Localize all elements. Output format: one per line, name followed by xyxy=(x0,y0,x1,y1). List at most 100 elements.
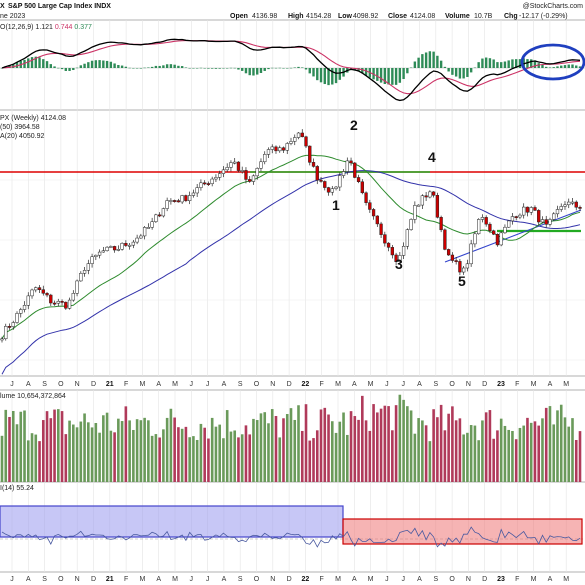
volume-bar xyxy=(315,430,319,482)
x-tick-label: J xyxy=(385,381,389,388)
macd-hist-bar xyxy=(244,68,248,74)
macd-hist-bar xyxy=(334,68,338,84)
candle-body xyxy=(67,299,72,309)
macd-hist-bar xyxy=(147,67,150,68)
macd-hist-bar xyxy=(143,67,146,69)
volume-bar xyxy=(556,410,559,482)
macd-hist-bar xyxy=(319,68,323,83)
high-label: High xyxy=(288,13,304,20)
candle-body xyxy=(371,209,376,217)
volume-bar xyxy=(443,430,447,482)
volume-bar xyxy=(436,417,439,482)
volume-bar xyxy=(218,424,221,482)
candle-body xyxy=(188,195,192,201)
volume-bar xyxy=(41,420,45,482)
candle-body xyxy=(233,161,237,164)
macd-hist-bar xyxy=(42,59,45,68)
x-tick-label: D xyxy=(287,381,292,388)
candle-body xyxy=(439,217,443,231)
volume-bar xyxy=(293,419,297,482)
volume-bar xyxy=(19,411,23,482)
volume-bar xyxy=(559,404,563,482)
candle-body xyxy=(461,267,466,273)
volume-bar xyxy=(357,419,360,482)
macd-hist-bar xyxy=(541,64,544,68)
low-value: 4098.92 xyxy=(353,13,378,20)
candle-body xyxy=(52,302,57,305)
candle-body xyxy=(522,206,526,216)
macd-hist-bar xyxy=(560,65,563,68)
x-tick-label: J xyxy=(10,576,14,583)
volume-bar xyxy=(252,418,255,482)
volume-bar xyxy=(511,430,514,482)
x-tick-label: N xyxy=(466,381,471,388)
x-tick-label: 21 xyxy=(106,576,114,583)
candle-body xyxy=(540,219,545,223)
macd-label: O(12,26,9) xyxy=(0,24,35,31)
candle-body xyxy=(311,162,316,167)
macd-hist-bar xyxy=(225,68,229,69)
candle-body xyxy=(435,195,440,218)
macd-hist-bar xyxy=(72,68,75,71)
volume-bar xyxy=(308,440,312,482)
volume-bar xyxy=(451,406,454,482)
volume-bar xyxy=(413,433,417,482)
volume-bar xyxy=(462,434,465,482)
volume-bar xyxy=(177,427,180,482)
volume-bar xyxy=(406,406,409,482)
x-tick-label: M xyxy=(172,381,178,388)
x-tick-label: M xyxy=(368,381,374,388)
macd-hist-bar xyxy=(195,68,199,69)
volume-bar xyxy=(529,422,533,482)
volume-bar xyxy=(102,415,105,482)
macd-hist-bar xyxy=(530,59,533,68)
ma20-line xyxy=(1,154,581,340)
macd-hist-bar xyxy=(301,67,304,68)
volume-bar xyxy=(421,420,424,482)
macd-hist-bar xyxy=(548,67,552,68)
x-tick-label: N xyxy=(270,576,275,583)
candle-body xyxy=(368,202,372,210)
volume-bar xyxy=(361,395,364,482)
x-tick-label: F xyxy=(320,576,324,583)
candle-body xyxy=(428,191,432,198)
macd-hist-bar xyxy=(402,68,405,80)
candle-body xyxy=(266,149,271,155)
candle-body xyxy=(19,309,23,314)
volume-bar xyxy=(469,425,473,482)
volume-bar xyxy=(447,413,450,482)
candle-body xyxy=(236,161,241,171)
x-tick-label: O xyxy=(58,381,64,388)
macd-hist-bar xyxy=(533,60,537,68)
candle-body xyxy=(11,322,15,327)
macd-hist-bar xyxy=(248,68,251,76)
volume-bar xyxy=(394,405,398,482)
volume-bar xyxy=(278,437,282,482)
candle-body xyxy=(409,219,413,230)
macd-hist-bar xyxy=(120,65,124,68)
macd-histogram xyxy=(0,51,585,86)
x-tick-label: M xyxy=(139,576,145,583)
x-tick-label: O xyxy=(254,381,260,388)
macd-hist-bar xyxy=(409,67,413,69)
candle-body xyxy=(574,201,578,208)
candle-body xyxy=(285,143,289,151)
candle-body xyxy=(105,246,109,251)
ma50-line xyxy=(1,170,581,375)
volume-bar xyxy=(458,418,462,482)
volume-bar xyxy=(188,437,191,482)
volume-bar xyxy=(424,425,428,482)
volume-bar xyxy=(319,409,323,482)
volume-bar xyxy=(11,410,15,482)
x-tick-label: A xyxy=(26,576,31,583)
macd-hist-bar xyxy=(563,65,567,68)
macd-hist-bar xyxy=(79,65,83,68)
candle-body xyxy=(71,293,75,301)
volume-bar xyxy=(330,421,334,482)
macd-hist-bar xyxy=(203,68,206,69)
volume-bar xyxy=(26,440,30,482)
rsi-zone-blue xyxy=(0,505,344,538)
x-tick-label: M xyxy=(335,576,341,583)
macd-hist-bar xyxy=(496,62,499,68)
candle-body xyxy=(45,293,49,296)
